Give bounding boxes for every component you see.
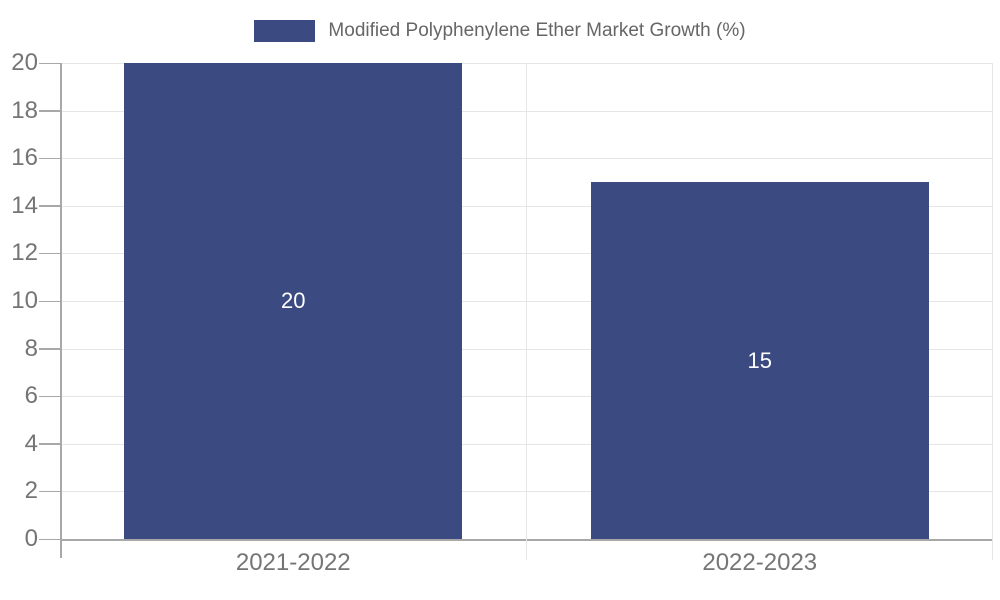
gridline (60, 158, 993, 160)
plot-area: 20 15 (39, 62, 993, 560)
y-axis-tick-label: 12 (11, 239, 38, 267)
y-axis-tick-label: 16 (11, 144, 38, 172)
y-axis-tick-label: 10 (11, 287, 38, 314)
y-axis-line (60, 63, 62, 558)
y-axis-tick (39, 205, 60, 207)
y-axis-tick (39, 395, 60, 398)
gridline (60, 443, 993, 445)
gridline (60, 63, 993, 64)
x-axis-tick-label: 2022-2023 (702, 549, 818, 576)
y-axis-tick-label: 0 (24, 525, 38, 552)
bar: 20 (124, 63, 463, 539)
category-boundary-gridline (992, 63, 993, 560)
y-axis-tick (39, 538, 60, 540)
y-axis-tick (39, 300, 60, 302)
y-axis-tick-label: 4 (24, 429, 38, 457)
y-axis-tick (39, 443, 60, 445)
category-boundary-gridline (525, 63, 527, 560)
y-axis-tick-label: 2 (24, 477, 38, 505)
y-axis-tick-label: 18 (11, 96, 38, 124)
y-axis-tick-label: 14 (11, 191, 38, 219)
y-axis-tick-label: 8 (24, 334, 38, 362)
gridline (60, 301, 993, 302)
legend[interactable]: Modified Polyphenylene Ether Market Grow… (0, 17, 1000, 45)
gridline (60, 491, 993, 493)
legend-swatch-icon (254, 20, 316, 42)
gridline (60, 396, 993, 398)
y-axis-tick-label: 20 (11, 49, 38, 76)
x-axis-tick-label: 2021-2022 (235, 549, 351, 576)
y-axis-tick-label: 6 (24, 382, 38, 410)
gridline (60, 110, 993, 112)
y-axis-tick (39, 252, 60, 255)
y-axis-tick (39, 348, 60, 350)
gridline (60, 253, 993, 255)
y-axis-tick (39, 62, 60, 64)
y-axis-tick (39, 157, 60, 160)
x-axis: 2021-2022 2022-2023 (60, 541, 993, 591)
bar: 15 (590, 182, 929, 539)
y-axis-tick (39, 110, 60, 112)
legend-label: Modified Polyphenylene Ether Market Grow… (328, 20, 746, 41)
y-axis: 0 2 4 6 8 10 12 14 16 18 20 (0, 51, 38, 551)
bar-value-label: 20 (280, 288, 306, 313)
y-axis-tick (39, 490, 60, 493)
gridline (60, 348, 993, 350)
bar-value-label: 15 (747, 347, 772, 373)
gridline (60, 205, 993, 207)
